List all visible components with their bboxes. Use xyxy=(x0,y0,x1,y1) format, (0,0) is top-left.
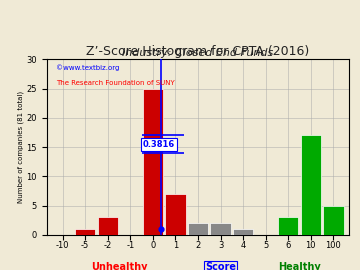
Bar xyxy=(323,206,343,235)
Title: Z’-Score Histogram for CPTA (2016): Z’-Score Histogram for CPTA (2016) xyxy=(86,45,310,58)
Text: Healthy: Healthy xyxy=(278,262,321,270)
Bar xyxy=(278,217,298,235)
Text: ©www.textbiz.org: ©www.textbiz.org xyxy=(56,65,119,71)
Bar xyxy=(301,136,321,235)
Bar xyxy=(210,223,231,235)
Bar xyxy=(98,217,118,235)
Bar xyxy=(233,229,253,235)
Text: 0.3816: 0.3816 xyxy=(143,140,175,149)
Bar xyxy=(165,194,186,235)
Bar xyxy=(143,89,163,235)
Text: Unhealthy: Unhealthy xyxy=(91,262,147,270)
Text: Industry: Closed End Funds: Industry: Closed End Funds xyxy=(122,48,274,58)
Text: The Research Foundation of SUNY: The Research Foundation of SUNY xyxy=(56,80,175,86)
Text: Score: Score xyxy=(205,262,236,270)
Y-axis label: Number of companies (81 total): Number of companies (81 total) xyxy=(17,91,24,203)
Bar xyxy=(75,229,95,235)
Bar xyxy=(188,223,208,235)
